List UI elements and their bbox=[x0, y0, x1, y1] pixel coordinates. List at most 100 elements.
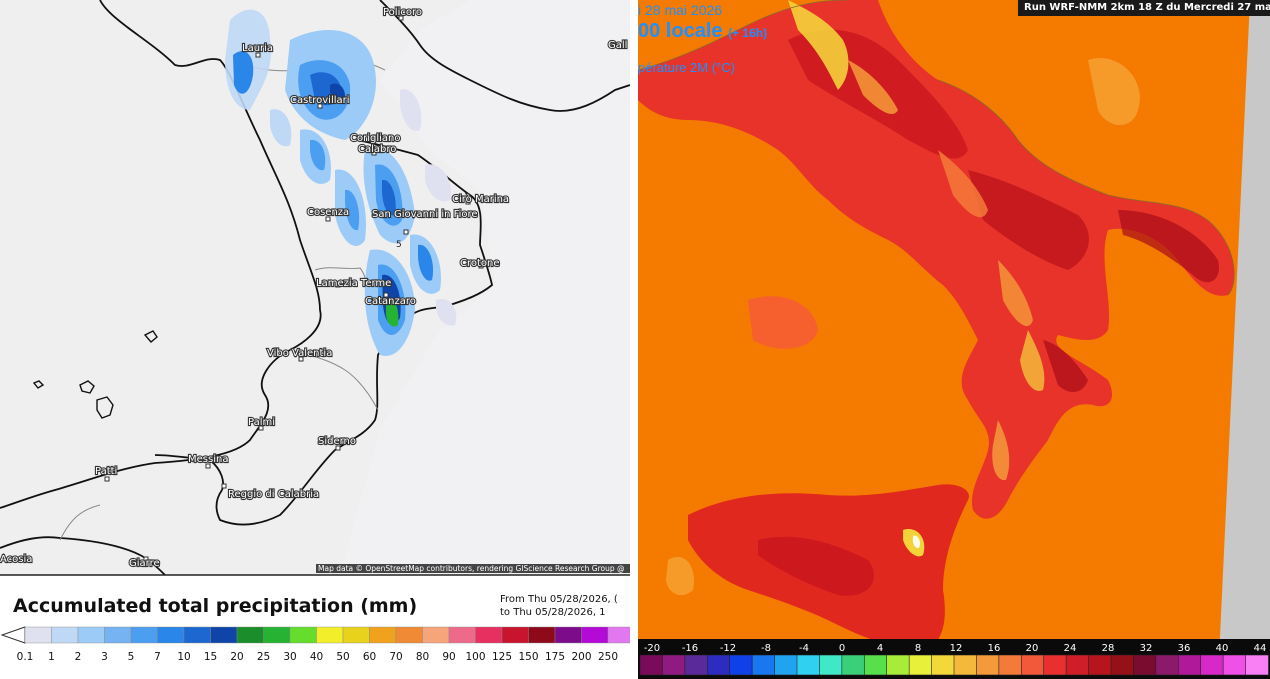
island bbox=[32, 380, 45, 389]
temperature-color-scale: -20 -16 -12 -8 -4 0 4 8 12 16 20 24 28 32 36 40 44 bbox=[638, 639, 1270, 679]
city-label-corigliano: Corigliano Calabro bbox=[350, 133, 400, 155]
scale-swatch bbox=[395, 626, 423, 644]
city-label-messina: Messina bbox=[188, 454, 228, 465]
scale-tick-label: 125 bbox=[492, 651, 512, 663]
forecast-time-text: 00 locale bbox=[638, 20, 723, 42]
temp-scale-swatch bbox=[863, 654, 888, 676]
city-marker bbox=[205, 463, 211, 469]
island bbox=[143, 330, 158, 343]
scale-tick-label: 30 bbox=[283, 651, 296, 663]
ionian-sea bbox=[340, 0, 630, 575]
scale-swatch bbox=[316, 626, 344, 644]
scale-tick-label: 2 bbox=[75, 651, 82, 663]
forecast-offset: (+ 16h) bbox=[728, 26, 768, 40]
temp-scale-swatch bbox=[729, 654, 753, 676]
city-label-cosenza: Cosenza bbox=[307, 207, 349, 218]
scale-tick-label: 7 bbox=[154, 651, 161, 663]
city-label-palmi: Palmi bbox=[248, 417, 275, 428]
temperature-map-panel: i 28 mai 2026 00 locale (+ 16h) pérature… bbox=[638, 0, 1270, 679]
island bbox=[79, 380, 95, 394]
temp-scale-tick: 12 bbox=[950, 643, 963, 654]
scale-tick-label: 10 bbox=[177, 651, 190, 663]
city-marker bbox=[465, 199, 471, 205]
city-label-patti: Patti bbox=[95, 466, 117, 477]
scale-tick-label: 60 bbox=[363, 651, 376, 663]
region-border bbox=[59, 504, 101, 541]
temp-scale-tick: 8 bbox=[915, 643, 921, 654]
temp-scale-tick: 28 bbox=[1102, 643, 1115, 654]
city-marker bbox=[371, 150, 377, 156]
italy-mainland bbox=[638, 0, 1235, 519]
island bbox=[96, 396, 114, 419]
temp-scale-swatch bbox=[1222, 654, 1247, 676]
scale-swatch bbox=[236, 626, 264, 644]
temp-scale-swatch bbox=[751, 654, 776, 676]
scale-swatch bbox=[554, 626, 582, 644]
scale-swatch bbox=[130, 626, 158, 644]
temp-scale-swatch bbox=[639, 654, 664, 676]
coastline-west bbox=[0, 0, 322, 509]
city-label-policoro: Policoro bbox=[383, 7, 422, 18]
scale-swatch bbox=[263, 626, 291, 644]
city-label-ciro-marina: Cirò Marina bbox=[452, 193, 509, 205]
temp-scale-swatch bbox=[1088, 654, 1112, 676]
temp-scale-swatch bbox=[819, 654, 843, 676]
city-label-siderno: Siderno bbox=[318, 436, 356, 447]
city-marker bbox=[398, 15, 404, 21]
scale-tick-label: 50 bbox=[336, 651, 349, 663]
forecast-date: i 28 mai 2026 bbox=[638, 2, 723, 18]
scale-swatch bbox=[104, 626, 132, 644]
temp-scale-tick: 16 bbox=[988, 643, 1001, 654]
scale-swatch bbox=[342, 626, 370, 644]
temp-scale-swatch bbox=[1133, 654, 1157, 676]
scale-tick-label: 5 bbox=[128, 651, 135, 663]
precipitation-color-scale: 0.1 1 2 3 5 7 10 15 20 25 30 40 50 60 70 80 90 100 125 150 1… bbox=[0, 626, 630, 663]
city-label-catanzaro: Catanzaro bbox=[365, 296, 416, 307]
scale-tick-label: 250 bbox=[598, 651, 618, 663]
temp-scale-swatch bbox=[796, 654, 821, 676]
city-marker bbox=[143, 556, 149, 562]
temp-scale-tick: -8 bbox=[761, 643, 771, 654]
temp-scale-swatch bbox=[1200, 654, 1224, 676]
temp-scale-tick: 24 bbox=[1064, 643, 1077, 654]
region-border bbox=[289, 349, 379, 411]
city-label-reggio: Reggio di Calabria bbox=[228, 489, 319, 500]
temp-scale-swatch bbox=[931, 654, 955, 676]
scale-tick-label: 15 bbox=[204, 651, 217, 663]
scale-tick-label: 1 bbox=[48, 651, 55, 663]
scale-tick-label: 80 bbox=[416, 651, 429, 663]
scale-tick-label: 25 bbox=[257, 651, 270, 663]
city-label-corigliano-text: Corigliano bbox=[350, 133, 400, 144]
model-run-banner: Run WRF-NMM 2km 18 Z du Mercredi 27 mai … bbox=[1018, 0, 1270, 16]
scale-swatch bbox=[210, 626, 238, 644]
scale-tick-label: 200 bbox=[571, 651, 591, 663]
strait-of-messina bbox=[154, 454, 224, 491]
precipitation-map: Policoro Lauria Castrovillari Corigliano… bbox=[0, 0, 630, 679]
panel-divider bbox=[630, 0, 638, 679]
scale-tick-label: 40 bbox=[310, 651, 323, 663]
temp-scale-swatch bbox=[706, 654, 731, 676]
scale-swatch bbox=[475, 626, 503, 644]
scale-swatch bbox=[51, 626, 79, 644]
temp-scale-swatch bbox=[1065, 654, 1090, 676]
city-label-lamezia: Lamezia Terme bbox=[316, 278, 391, 289]
city-marker bbox=[335, 282, 341, 288]
city-label-gall: Gall bbox=[608, 40, 627, 51]
city-marker bbox=[298, 356, 304, 362]
city-marker bbox=[255, 52, 261, 58]
temperature-map bbox=[638, 0, 1270, 679]
temp-scale-tick: 36 bbox=[1178, 643, 1191, 654]
temp-scale-tick: -4 bbox=[799, 643, 809, 654]
city-label-san-giovanni: San Giovanni in Fiore bbox=[372, 209, 478, 220]
range-from: From Thu 05/28/2026, ( bbox=[500, 594, 618, 605]
temp-scale-tick: 4 bbox=[877, 643, 883, 654]
temp-scale-tick: -16 bbox=[682, 643, 698, 654]
scale-swatch bbox=[528, 626, 556, 644]
city-label-vibo: Vibo Valentia bbox=[267, 348, 332, 359]
city-marker bbox=[104, 476, 110, 482]
scale-tick-label: 70 bbox=[389, 651, 402, 663]
scale-swatch bbox=[183, 626, 211, 644]
temp-scale-swatch bbox=[662, 654, 686, 676]
city-label-castrovillari: Castrovillari bbox=[290, 95, 350, 106]
temp-scale-tick: -20 bbox=[644, 643, 660, 654]
